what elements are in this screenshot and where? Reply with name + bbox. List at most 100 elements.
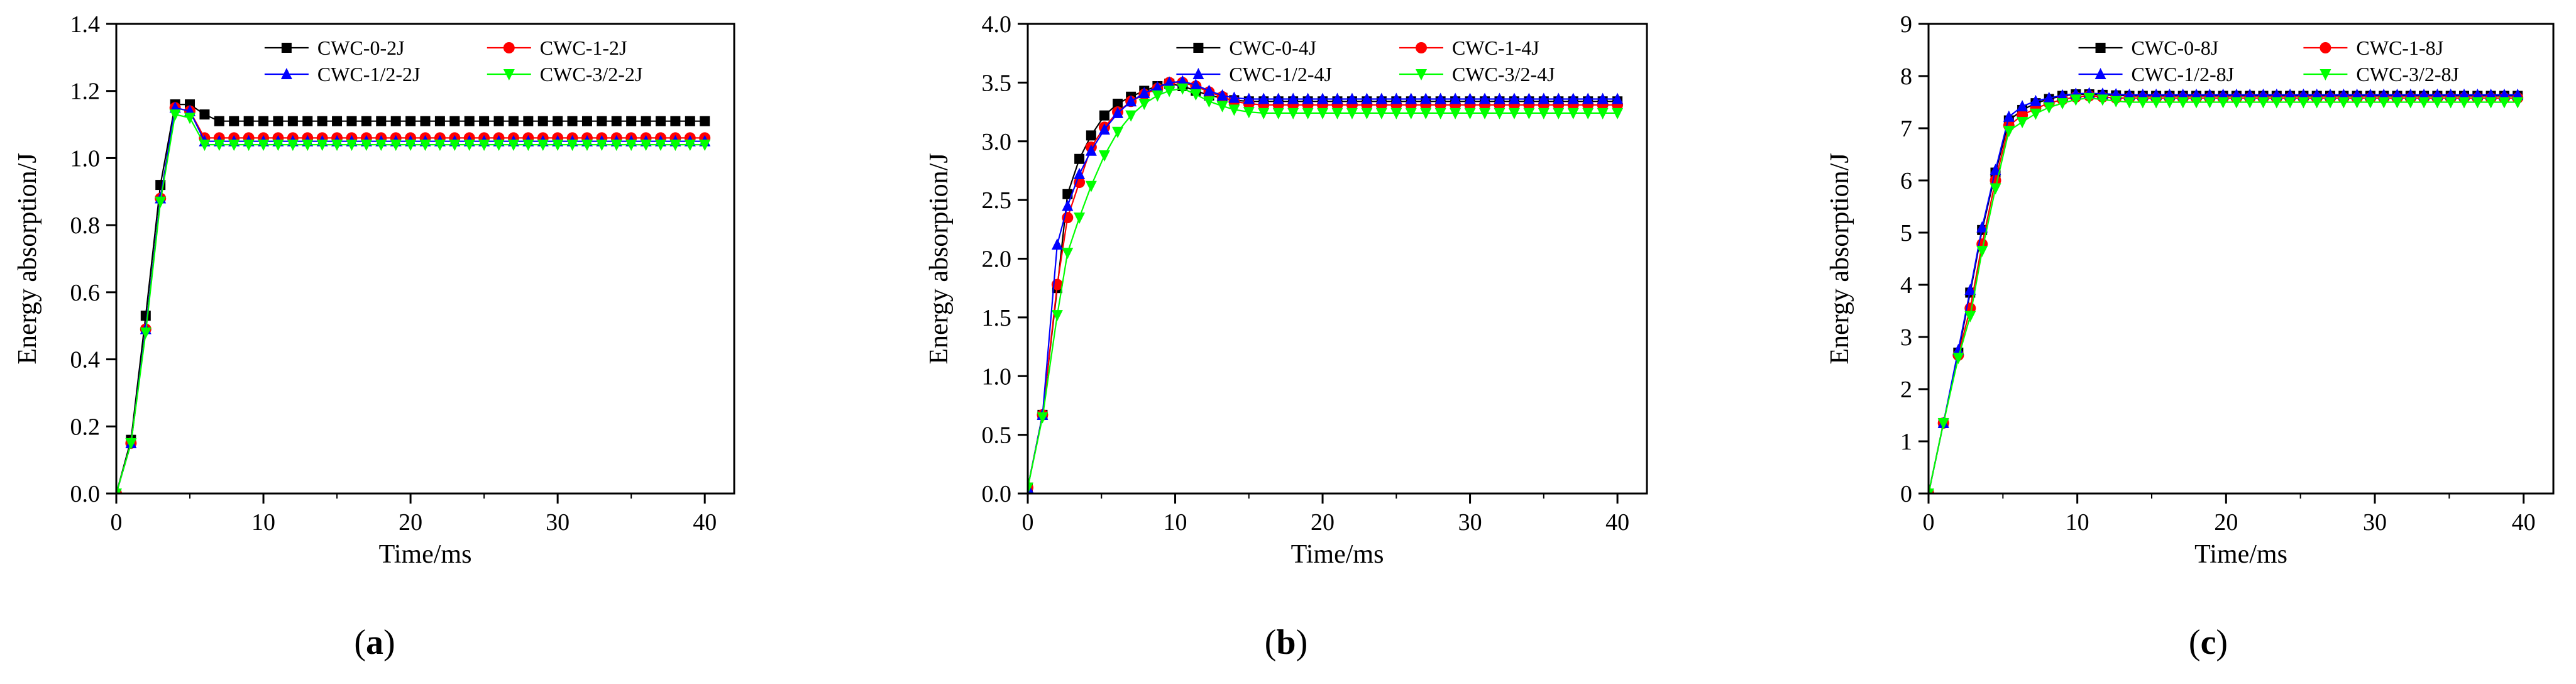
data-point [1582, 108, 1594, 119]
data-point [479, 116, 490, 126]
data-point [243, 140, 255, 152]
data-point [1990, 183, 2001, 195]
data-point [1085, 144, 1097, 156]
data-point [1612, 108, 1624, 119]
data-point [1976, 246, 1988, 258]
data-point [2030, 108, 2042, 120]
y-tick-label: 0.5 [982, 422, 1012, 449]
data-point [1976, 221, 1988, 233]
data-point [1113, 98, 1123, 109]
legend-label: CWC-1/2-4J [1229, 63, 1332, 86]
data-point [332, 116, 343, 126]
data-point [1098, 150, 1110, 162]
legend: CWC-0-4J CWC-1-4J CWC-1/2-4J CWC-3/2-4J [1176, 36, 1555, 86]
data-point [2217, 97, 2229, 109]
data-point [1964, 311, 1976, 323]
data-point [1190, 79, 1202, 91]
x-tick-label: 20 [2214, 509, 2238, 536]
y-tick-label: 1.0 [70, 145, 101, 172]
data-point [2512, 88, 2524, 100]
series-3 [1028, 83, 1624, 494]
series-line [1929, 93, 2518, 494]
data-point [155, 196, 167, 208]
data-point [273, 116, 283, 126]
y-tick-label: 4 [1900, 272, 1912, 299]
data-point [2311, 88, 2323, 100]
data-point [2137, 97, 2149, 109]
panel-caption: (b) [1265, 623, 1307, 662]
legend-label: CWC-1-2J [540, 36, 627, 59]
data-point [2164, 97, 2176, 109]
data-point [2191, 97, 2202, 109]
data-point [1125, 110, 1137, 122]
data-point [640, 140, 652, 152]
data-point [214, 116, 224, 126]
data-point [507, 140, 519, 152]
data-point [2057, 89, 2068, 101]
panel-caption: (a) [354, 623, 395, 662]
data-point [553, 116, 563, 126]
data-point [2351, 88, 2363, 100]
data-point [420, 116, 431, 126]
data-point [464, 116, 475, 126]
data-point [1464, 92, 1476, 104]
data-point [302, 140, 314, 152]
data-point [1302, 92, 1314, 104]
x-tick-label: 0 [111, 509, 123, 536]
data-point [1074, 168, 1086, 180]
data-point [169, 109, 181, 121]
data-point [1597, 108, 1609, 119]
data-point [2351, 97, 2363, 109]
data-point [1952, 353, 1964, 365]
series-3 [116, 109, 711, 494]
data-point [2096, 94, 2108, 106]
series-1 [1028, 77, 1624, 494]
caption-open-paren: ( [1265, 623, 1277, 662]
data-point [361, 116, 372, 126]
data-point [1567, 108, 1579, 119]
data-point [258, 140, 270, 152]
data-point [1203, 84, 1215, 96]
data-point [346, 116, 357, 126]
data-point [302, 116, 313, 126]
data-point [390, 140, 402, 152]
data-point [1434, 92, 1446, 104]
x-tick-label: 0 [1022, 509, 1034, 536]
x-tick-label: 30 [2363, 509, 2387, 536]
data-point [2123, 97, 2135, 109]
series-line [1929, 92, 2518, 494]
data-point [1190, 89, 1202, 101]
data-point [1112, 126, 1124, 138]
data-point [1062, 248, 1074, 260]
data-point [449, 116, 460, 126]
legend-marker [2320, 69, 2331, 80]
chart-panel-b: 0 10 20 30 40 0.0 0.5 1.0 1.5 2.0 2.5 3.0 3.5 4.0 Time… [925, 11, 1648, 662]
data-point [2057, 98, 2068, 110]
data-point [610, 140, 622, 152]
data-point [1494, 92, 1505, 104]
data-point [2230, 97, 2242, 109]
data-point [287, 116, 298, 126]
data-point [2338, 88, 2350, 100]
data-point [2110, 96, 2122, 108]
series-2 [1028, 75, 1624, 493]
data-point [2472, 97, 2484, 109]
series-line [1929, 95, 2518, 494]
data-point [228, 140, 240, 152]
legend-label: CWC-3/2-8J [2356, 63, 2459, 86]
data-point [670, 116, 681, 126]
data-point [1152, 80, 1164, 92]
data-point [2364, 88, 2376, 100]
data-point [1582, 92, 1594, 104]
legend-label: CWC-1/2-2J [317, 63, 421, 86]
data-point [1450, 92, 1461, 104]
data-point [1302, 108, 1314, 119]
data-point [626, 116, 637, 126]
data-point [1405, 92, 1417, 104]
legend-label: CWC-1/2-8J [2132, 63, 2235, 86]
legend-marker [503, 69, 515, 80]
data-point [1523, 92, 1535, 104]
y-tick-label: 0.0 [982, 481, 1012, 507]
data-point [581, 140, 593, 152]
data-point [258, 116, 269, 126]
